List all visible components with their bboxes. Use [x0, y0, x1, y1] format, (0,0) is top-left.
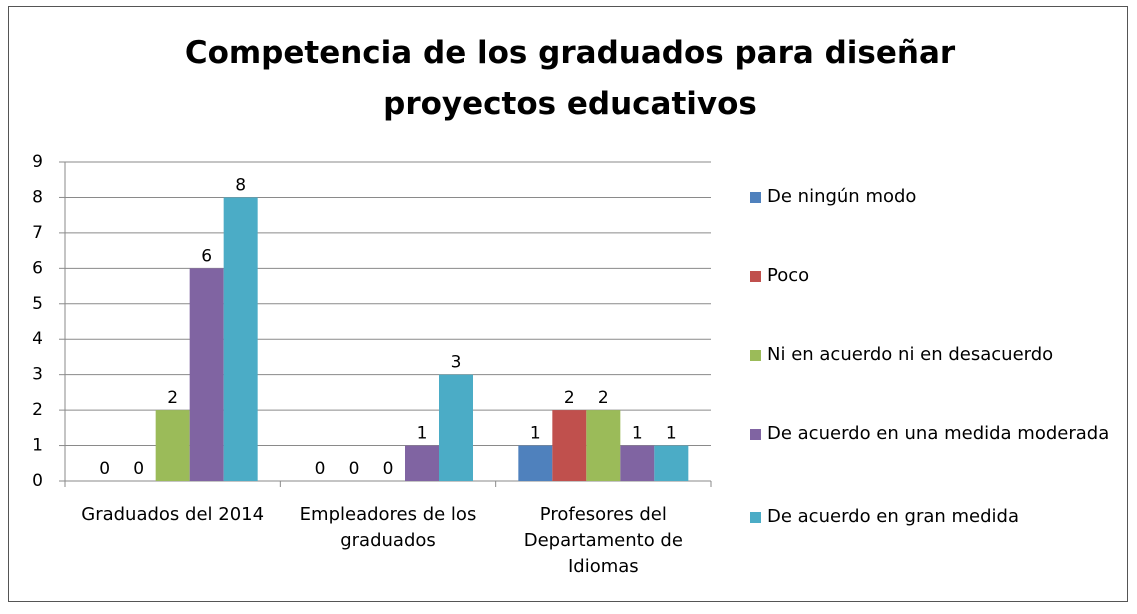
bar	[552, 410, 587, 481]
x-tick-label: Profesores del Departamento de Idiomas	[523, 504, 683, 577]
y-tick-label: 5	[32, 294, 43, 314]
legend-item: De acuerdo en una medida moderada	[750, 421, 1127, 447]
data-label: 1	[530, 424, 541, 444]
legend-label: De acuerdo en una medida moderada	[767, 423, 1110, 444]
x-tick-label: Graduados del 2014	[81, 504, 265, 525]
data-label: 3	[451, 353, 462, 373]
bar	[405, 445, 439, 481]
y-tick-label: 6	[32, 258, 43, 278]
chart-frame	[8, 6, 1128, 602]
legend-swatch	[750, 192, 761, 203]
y-tick-label: 7	[32, 223, 43, 243]
legend-swatch	[750, 271, 761, 282]
data-label: 2	[564, 388, 575, 408]
legend-label: De acuerdo en gran medida	[767, 506, 1019, 527]
x-tick-label: Empleadores de los graduados	[299, 504, 477, 551]
data-label: 8	[235, 175, 246, 195]
data-label: 1	[417, 424, 428, 444]
data-label: 0	[133, 459, 144, 479]
data-label: 2	[598, 388, 609, 408]
bar	[155, 410, 190, 481]
bar	[620, 445, 655, 481]
legend-swatch	[750, 512, 761, 523]
bar	[223, 197, 258, 481]
data-label: 0	[349, 459, 360, 479]
bar	[586, 410, 621, 481]
bar	[654, 445, 689, 481]
y-tick-label: 4	[32, 329, 43, 349]
data-label: 2	[167, 388, 178, 408]
data-label: 0	[315, 459, 326, 479]
data-label: 0	[383, 459, 394, 479]
y-tick-label: 2	[32, 400, 43, 420]
y-tick-label: 9	[32, 152, 43, 172]
legend-label: Poco	[767, 265, 810, 286]
y-tick-label: 8	[32, 187, 43, 207]
legend-item: De acuerdo en gran medida	[750, 504, 1127, 530]
data-label: 1	[666, 424, 677, 444]
bar	[518, 445, 553, 481]
y-tick-label: 1	[32, 436, 43, 456]
y-tick-label: 0	[32, 471, 43, 491]
data-label: 0	[99, 459, 110, 479]
data-label: 1	[632, 424, 643, 444]
legend-swatch	[750, 429, 761, 440]
legend-label: Ni en acuerdo ni en desacuerdo	[767, 344, 1054, 365]
y-tick-label: 3	[32, 365, 43, 385]
legend-item: Ni en acuerdo ni en desacuerdo	[750, 342, 1127, 368]
legend-label: De ningún modo	[767, 186, 917, 207]
legend-swatch	[750, 350, 761, 361]
data-label: 6	[201, 246, 212, 266]
bar	[189, 268, 224, 481]
legend-item: De ningún modo	[750, 184, 1127, 210]
legend-item: Poco	[750, 263, 1127, 289]
bar	[439, 374, 473, 481]
chart-title: Competencia de los graduados para diseña…	[184, 35, 956, 122]
